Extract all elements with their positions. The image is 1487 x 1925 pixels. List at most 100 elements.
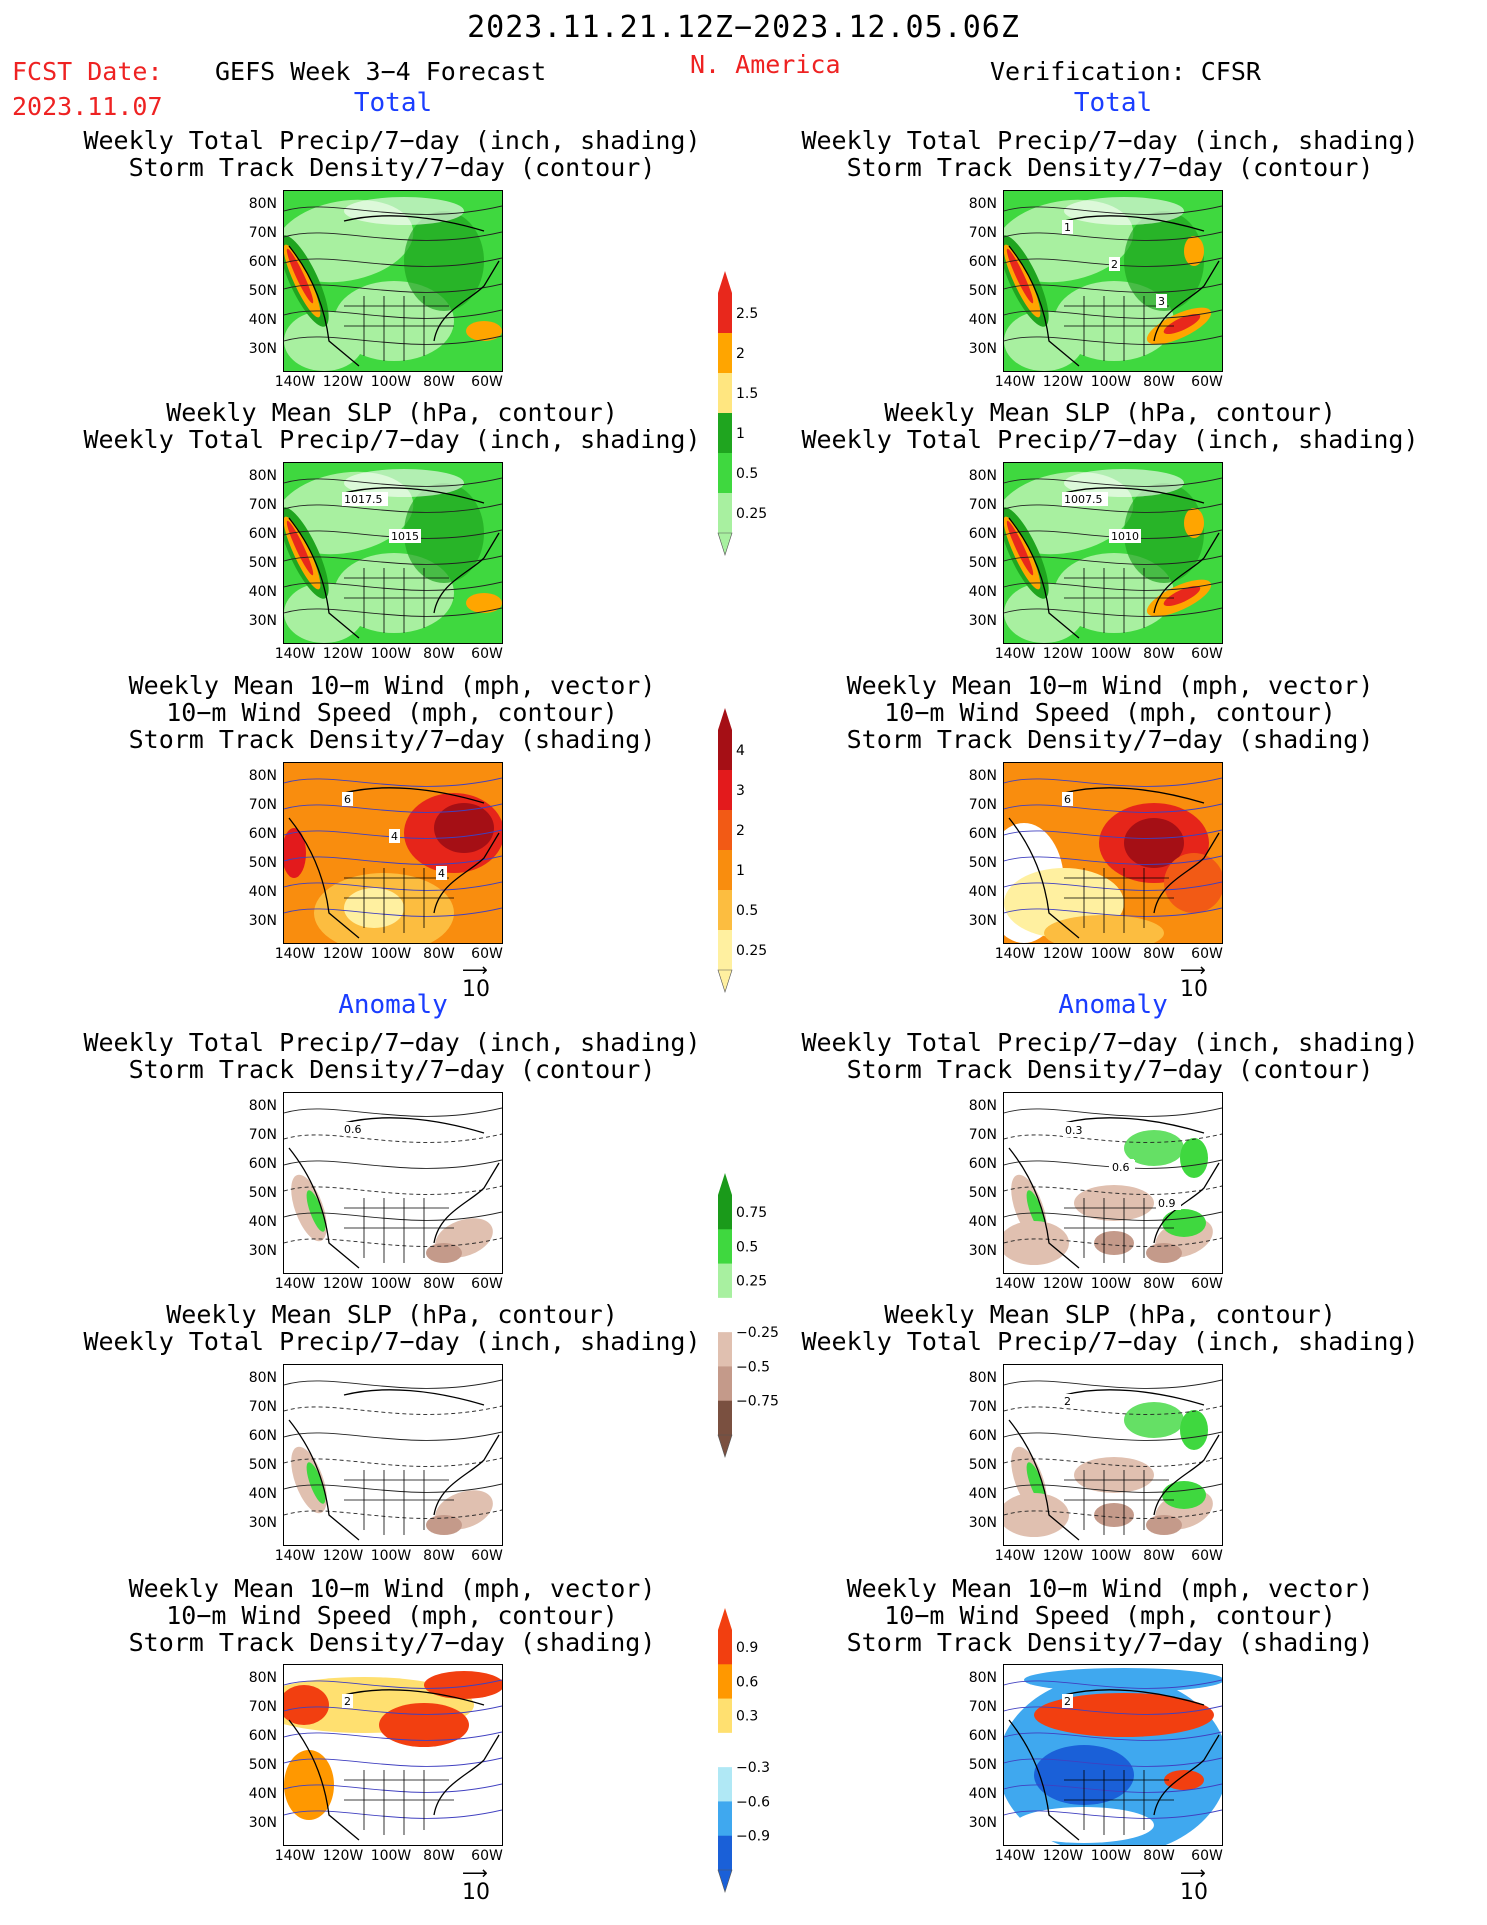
section-anomaly-right: Anomaly xyxy=(1058,990,1168,1020)
lon-tick-label: 100W xyxy=(370,1548,412,1564)
lon-tick-label: 60W xyxy=(1191,374,1223,390)
map-r1-right: 1 2 3 xyxy=(1003,190,1223,372)
map-r5-left xyxy=(283,1364,503,1546)
lat-tick-label: 80N xyxy=(968,768,997,784)
lat-tick-label: 80N xyxy=(248,1670,277,1686)
colorbar-label: 2 xyxy=(736,823,745,839)
lat-tick-label: 70N xyxy=(968,1127,997,1143)
lon-tick-label: 60W xyxy=(471,1276,503,1292)
colorbar-label: −0.9 xyxy=(736,1829,770,1845)
lat-tick-label: 50N xyxy=(248,1757,277,1773)
lat-tick-label: 70N xyxy=(248,225,277,241)
lon-tick-label: 120W xyxy=(1042,1548,1084,1564)
colorbar-label: −0.3 xyxy=(736,1760,770,1776)
contour-label: 2 xyxy=(1109,257,1120,271)
lat-tick-label: 40N xyxy=(248,884,277,900)
lon-tick-label: 140W xyxy=(274,946,316,962)
lon-tick-label: 100W xyxy=(370,946,412,962)
title-r5-right: Weekly Mean SLP (hPa, contour) Weekly Tot… xyxy=(801,1300,1419,1356)
colorbar-label: 0.6 xyxy=(736,1674,758,1690)
colorbar-label: 4 xyxy=(736,743,745,759)
colorbar-label: −0.75 xyxy=(736,1394,779,1410)
lon-tick-label: 100W xyxy=(1090,946,1132,962)
svg-text:1: 1 xyxy=(1064,221,1071,234)
lat-tick-label: 50N xyxy=(968,1757,997,1773)
colorbar-storm-anomaly: 0.9 0.6 0.3 −0.3 −0.6 −0.9 xyxy=(717,1608,770,1893)
lat-tick-label: 70N xyxy=(968,225,997,241)
lon-tick-label: 120W xyxy=(322,1848,364,1864)
svg-text:1010: 1010 xyxy=(1111,530,1139,543)
colorbar-label: 0.5 xyxy=(736,903,758,919)
lon-tick-label: 60W xyxy=(1191,946,1223,962)
svg-text:0.6: 0.6 xyxy=(344,1123,362,1136)
lat-tick-label: 50N xyxy=(248,855,277,871)
lon-tick-label: 100W xyxy=(370,1848,412,1864)
lat-tick-label: 80N xyxy=(968,196,997,212)
lon-tick-label: 60W xyxy=(471,646,503,662)
title-r1-left: Weekly Total Precip/7−day (inch, shading… xyxy=(83,126,701,182)
lat-tick-label: 60N xyxy=(248,1428,277,1444)
lon-tick-label: 140W xyxy=(994,374,1036,390)
contour-label: 1015 xyxy=(389,529,421,543)
lon-tick-label: 80W xyxy=(423,374,455,390)
contour-label: 6 xyxy=(342,792,353,806)
lat-tick-label: 60N xyxy=(968,1156,997,1172)
contour-label: 4 xyxy=(389,829,400,843)
svg-text:3: 3 xyxy=(1158,295,1165,308)
lat-tick-label: 60N xyxy=(248,254,277,270)
contour-label: 0.9 xyxy=(1156,1196,1181,1210)
vector-ref-r6-right: ⟶ 10 xyxy=(1180,1863,1208,1906)
forecast-title: GEFS Week 3−4 Forecast xyxy=(215,57,547,86)
lon-tick-label: 140W xyxy=(274,646,316,662)
section-total-left: Total xyxy=(353,88,433,118)
lon-tick-label: 140W xyxy=(994,1848,1036,1864)
lat-tick-label: 30N xyxy=(968,1815,997,1831)
lat-tick-label: 80N xyxy=(968,468,997,484)
colorbar-label: 0.25 xyxy=(736,943,767,959)
lat-tick-label: 50N xyxy=(968,1457,997,1473)
map-r1-left xyxy=(283,190,503,372)
colorbar-label: 0.9 xyxy=(736,1640,758,1656)
lon-tick-label: 80W xyxy=(423,946,455,962)
colorbar-label: 2 xyxy=(736,346,745,362)
vector-ref-r3-left: ⟶ 10 xyxy=(462,960,490,1003)
lat-tick-label: 50N xyxy=(248,1185,277,1201)
colorbar-label: 0.75 xyxy=(736,1205,767,1221)
fcst-date-value: 2023.11.07 xyxy=(12,92,163,121)
lat-tick-label: 80N xyxy=(248,196,277,212)
map-r4-left: 0.6 xyxy=(283,1092,503,1274)
title-r4-right: Weekly Total Precip/7−day (inch, shading… xyxy=(801,1028,1419,1084)
contour-label: 2 xyxy=(342,1694,353,1708)
colorbar-label: 0.3 xyxy=(736,1709,758,1725)
colorbar-precip-anomaly: 0.75 0.5 0.25 −0.25 −0.5 −0.75 xyxy=(717,1173,779,1458)
lon-tick-label: 80W xyxy=(1143,1548,1175,1564)
region-label: N. America xyxy=(690,50,841,79)
colorbar-label: 0.5 xyxy=(736,466,758,482)
lat-tick-label: 80N xyxy=(248,468,277,484)
svg-text:2: 2 xyxy=(1064,1395,1071,1408)
svg-text:6: 6 xyxy=(344,793,351,806)
lat-tick-label: 30N xyxy=(968,1243,997,1259)
lat-tick-label: 40N xyxy=(248,1214,277,1230)
svg-text:4: 4 xyxy=(438,867,445,880)
svg-text:0.6: 0.6 xyxy=(1112,1161,1130,1174)
contour-label: 3 xyxy=(1156,294,1167,308)
lat-tick-label: 70N xyxy=(248,1699,277,1715)
title-r1-right: Weekly Total Precip/7−day (inch, shading… xyxy=(801,126,1419,182)
lat-tick-label: 70N xyxy=(968,1399,997,1415)
lon-tick-label: 60W xyxy=(471,1548,503,1564)
svg-text:4: 4 xyxy=(391,830,398,843)
lat-tick-label: 50N xyxy=(968,1185,997,1201)
lon-tick-label: 140W xyxy=(274,1276,316,1292)
lat-tick-label: 50N xyxy=(248,283,277,299)
lon-tick-label: 60W xyxy=(471,946,503,962)
vector-ref-r6-left: ⟶ 10 xyxy=(462,1863,490,1906)
lat-tick-label: 50N xyxy=(248,1457,277,1473)
lat-tick-label: 40N xyxy=(248,1486,277,1502)
lat-tick-label: 40N xyxy=(248,584,277,600)
lon-tick-label: 80W xyxy=(1143,946,1175,962)
lat-tick-label: 60N xyxy=(248,1728,277,1744)
lon-tick-label: 100W xyxy=(370,646,412,662)
lat-tick-label: 60N xyxy=(968,1428,997,1444)
lat-tick-label: 50N xyxy=(968,283,997,299)
